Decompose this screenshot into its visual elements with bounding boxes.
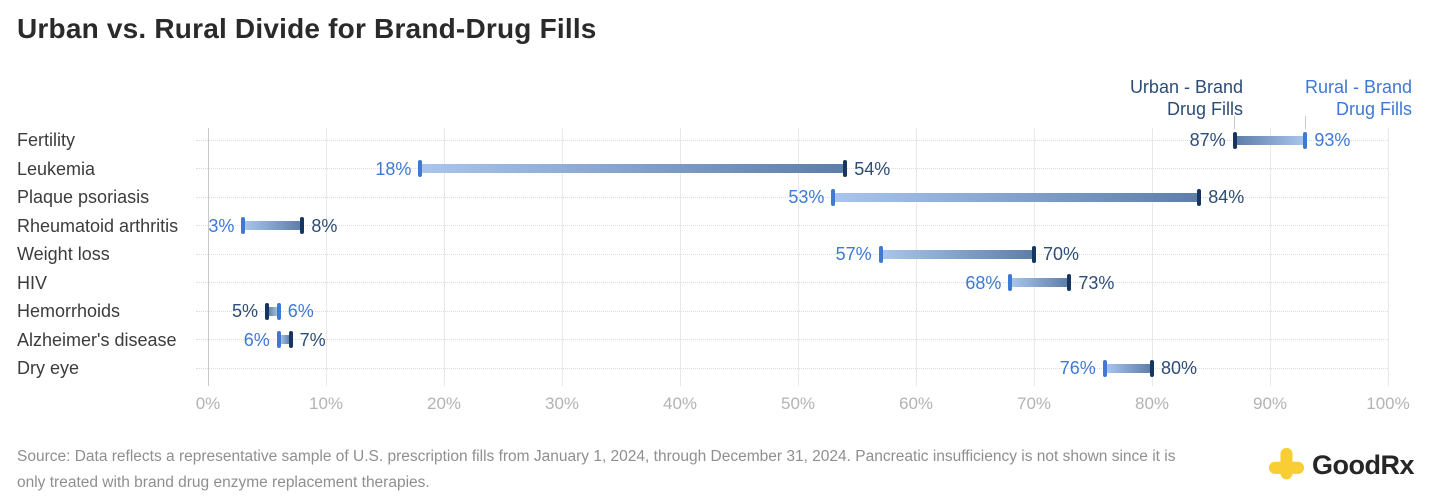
x-axis-tick-label: 0% xyxy=(195,394,221,413)
rural-endpoint-cap xyxy=(241,217,246,234)
x-gridline xyxy=(1269,128,1271,386)
urban-value-label: 5% xyxy=(231,301,258,321)
x-gridline xyxy=(1387,128,1389,386)
dumbbell-bar xyxy=(881,249,1033,259)
dumbbell-bar xyxy=(834,192,1199,202)
dumbbell-bar xyxy=(1235,135,1305,145)
urban-endpoint-cap xyxy=(265,302,269,320)
rural-value-label: 68% xyxy=(965,272,1002,293)
urban-endpoint-cap xyxy=(1232,131,1237,149)
x-axis-tick-label: 50% xyxy=(780,394,816,413)
x-axis-tick-label: 80% xyxy=(1134,394,1170,413)
dumbbell-bar xyxy=(244,221,302,230)
rural-value-label: 53% xyxy=(788,187,825,207)
goodrx-cross-icon xyxy=(1268,447,1305,484)
row-gridline xyxy=(196,282,1388,283)
rural-value-label: 3% xyxy=(208,215,235,236)
rural-value-label: 6% xyxy=(287,301,314,321)
x-gridline xyxy=(207,128,209,386)
row-gridline xyxy=(196,225,1388,226)
chart-title: Urban vs. Rural Divide for Brand-Drug Fi… xyxy=(17,13,597,44)
rural-endpoint-cap xyxy=(1303,131,1308,149)
legend-leader-tick xyxy=(1234,116,1236,129)
dumbbell-bar xyxy=(268,306,278,316)
x-axis-tick-label: 100% xyxy=(1366,394,1410,413)
urban-value-label: 54% xyxy=(854,158,891,179)
legend-leader-tick xyxy=(1304,116,1306,129)
urban-endpoint-cap xyxy=(1067,274,1072,291)
urban-value-label: 73% xyxy=(1078,272,1115,293)
x-axis-tick-label: 20% xyxy=(426,394,462,413)
rural-value-label: 57% xyxy=(835,244,872,264)
urban-value-label: 7% xyxy=(299,329,326,350)
rural-endpoint-cap xyxy=(276,302,281,320)
dumbbell-bar xyxy=(279,335,290,344)
rural-value-label: 6% xyxy=(243,329,270,350)
urban-value-label: 80% xyxy=(1161,358,1198,378)
row-gridline xyxy=(196,367,1388,369)
rural-value-label: 76% xyxy=(1059,358,1096,378)
rural-endpoint-cap xyxy=(418,160,423,177)
urban-endpoint-cap xyxy=(1032,245,1036,263)
x-gridline xyxy=(797,128,799,386)
x-gridline xyxy=(325,128,327,386)
goodrx-logo: GoodRx xyxy=(1268,447,1415,484)
x-axis-tick-label: 70% xyxy=(1016,394,1052,413)
x-axis-tick-label: 30% xyxy=(544,394,580,413)
category-label: Rheumatoid arthritis xyxy=(17,215,179,236)
x-axis-tick-label: 60% xyxy=(898,394,934,413)
category-label: Alzheimer's disease xyxy=(17,329,177,350)
legend-urban-label: Urban - Brand Drug Fills xyxy=(1129,77,1243,119)
row-gridline xyxy=(196,339,1388,340)
x-axis-tick-label: 40% xyxy=(662,394,698,413)
x-gridline xyxy=(1151,128,1153,386)
category-label: Dry eye xyxy=(17,358,80,378)
rural-endpoint-cap xyxy=(878,245,883,263)
rural-endpoint-cap xyxy=(1008,274,1013,291)
urban-endpoint-cap xyxy=(288,331,293,348)
row-gridline xyxy=(196,253,1388,255)
category-label: Fertility xyxy=(17,130,75,150)
category-label: Weight loss xyxy=(17,244,110,264)
rural-value-label: 93% xyxy=(1314,130,1351,150)
row-gridline xyxy=(196,196,1388,198)
row-gridline xyxy=(196,310,1388,312)
category-label: Plaque psoriasis xyxy=(17,187,150,207)
category-label: Hemorrhoids xyxy=(17,301,121,321)
x-gridline xyxy=(679,128,681,386)
category-label: Leukemia xyxy=(17,158,96,179)
x-axis-tick-label: 10% xyxy=(308,394,344,413)
x-gridline xyxy=(561,128,563,386)
dumbbell-bar xyxy=(1105,363,1151,373)
rural-endpoint-cap xyxy=(831,188,836,206)
rural-endpoint-cap xyxy=(276,331,281,348)
rural-endpoint-cap xyxy=(1102,359,1107,377)
dumbbell-bar xyxy=(1011,278,1069,287)
category-label: HIV xyxy=(17,272,48,293)
urban-endpoint-cap xyxy=(1150,359,1154,377)
goodrx-logo-text: GoodRx xyxy=(1312,450,1415,480)
urban-value-label: 8% xyxy=(311,215,338,236)
row-gridline xyxy=(196,139,1388,141)
x-gridline xyxy=(443,128,445,386)
x-axis-tick-label: 90% xyxy=(1252,394,1288,413)
urban-value-label: 70% xyxy=(1043,244,1080,264)
urban-value-label: 84% xyxy=(1208,187,1245,207)
source-note: Source: Data reflects a representative s… xyxy=(17,448,1176,491)
dumbbell-bar xyxy=(421,164,845,173)
urban-value-label: 87% xyxy=(1189,130,1226,150)
urban-endpoint-cap xyxy=(300,217,305,234)
legend-rural-label: Rural - Brand Drug Fills xyxy=(1304,77,1412,119)
urban-endpoint-cap xyxy=(843,160,848,177)
rural-value-label: 18% xyxy=(375,158,412,179)
urban-endpoint-cap xyxy=(1197,188,1202,206)
